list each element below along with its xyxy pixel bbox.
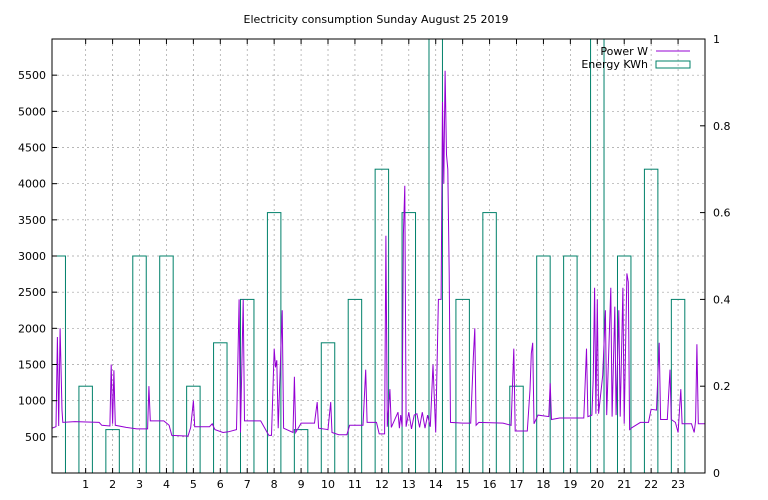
energy-bar xyxy=(482,212,497,473)
energy-bar xyxy=(455,298,470,473)
y-right-tick-label: 0 xyxy=(713,467,720,480)
y-left-tick-label: 2500 xyxy=(18,286,46,299)
y-left-tick-label: 3000 xyxy=(18,250,46,263)
legend-power-label: Power W xyxy=(600,45,648,58)
y-right-axis-labels: 0 0.2 0.4 0.6 0.8 1 xyxy=(713,33,731,480)
energy-bar xyxy=(347,298,363,473)
y-left-tick-label: 4000 xyxy=(18,178,46,191)
x-tick-label: 13 xyxy=(402,478,416,491)
x-tick-label: 1 xyxy=(82,478,89,491)
chart-title: Electricity consumption Sunday August 25… xyxy=(244,13,509,26)
y-left-tick-label: 1500 xyxy=(18,359,46,372)
energy-bar xyxy=(320,342,336,473)
y-left-tick-label: 5000 xyxy=(18,105,46,118)
energy-bar xyxy=(536,255,551,473)
y-right-tick-label: 1 xyxy=(713,33,720,46)
x-tick-label: 10 xyxy=(321,478,335,491)
x-tick-label: 2 xyxy=(109,478,116,491)
x-tick-label: 8 xyxy=(271,478,278,491)
energy-bar xyxy=(132,255,147,473)
axis-ticks xyxy=(52,38,705,474)
energy-bar xyxy=(213,342,228,473)
power-line xyxy=(52,70,705,437)
y-left-tick-label: 3500 xyxy=(18,214,46,227)
y-left-tick-label: 500 xyxy=(25,431,46,444)
x-axis-labels: 1 2 3 4 5 6 7 8 9 10 11 12 13 14 15 16 17 18 19 20 21 22 23 xyxy=(82,478,685,491)
x-tick-label: 4 xyxy=(163,478,170,491)
energy-bar xyxy=(52,255,66,473)
y-left-tick-label: 2000 xyxy=(18,322,46,335)
energy-bar xyxy=(266,212,282,473)
x-tick-label: 11 xyxy=(348,478,362,491)
x-tick-label: 22 xyxy=(644,478,658,491)
power-series xyxy=(52,70,705,437)
y-right-tick-label: 0.2 xyxy=(713,380,731,393)
energy-bar xyxy=(78,385,93,473)
x-tick-label: 5 xyxy=(190,478,197,491)
x-tick-label: 9 xyxy=(298,478,305,491)
legend: Power W Energy KWh xyxy=(581,45,691,71)
energy-bar xyxy=(563,255,578,473)
energy-bar xyxy=(159,255,174,473)
x-tick-label: 21 xyxy=(617,478,631,491)
y-left-axis-labels: 500 1000 1500 2000 2500 3000 3500 4000 4500 5000 5… xyxy=(18,69,46,444)
x-tick-label: 23 xyxy=(671,478,685,491)
legend-energy-swatch xyxy=(655,60,691,69)
x-tick-label: 6 xyxy=(217,478,224,491)
x-tick-label: 20 xyxy=(590,478,604,491)
y-right-tick-label: 0.6 xyxy=(713,207,731,220)
energy-bar xyxy=(293,429,309,473)
energy-bar xyxy=(509,385,524,473)
y-left-tick-label: 5500 xyxy=(18,69,46,82)
y-left-tick-label: 4500 xyxy=(18,142,46,155)
x-tick-label: 15 xyxy=(456,478,470,491)
x-tick-label: 14 xyxy=(429,478,443,491)
energy-bar xyxy=(186,385,201,473)
y-left-tick-label: 1000 xyxy=(18,395,46,408)
x-tick-label: 16 xyxy=(483,478,497,491)
energy-bar xyxy=(401,212,417,473)
x-tick-label: 3 xyxy=(136,478,143,491)
legend-energy-label: Energy KWh xyxy=(581,58,648,71)
energy-bar xyxy=(105,429,120,473)
energy-bar xyxy=(670,298,686,473)
x-tick-label: 17 xyxy=(510,478,524,491)
x-tick-label: 19 xyxy=(563,478,577,491)
x-tick-label: 12 xyxy=(375,478,389,491)
x-tick-label: 7 xyxy=(244,478,251,491)
y-right-tick-label: 0.8 xyxy=(713,120,731,133)
y-right-tick-label: 0.4 xyxy=(713,293,731,306)
x-tick-label: 18 xyxy=(536,478,550,491)
